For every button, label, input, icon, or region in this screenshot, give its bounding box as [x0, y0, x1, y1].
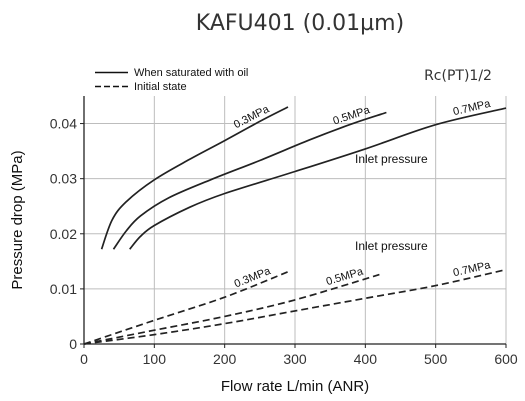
- y-tick-label: 0.01: [50, 281, 77, 297]
- y-tick-label: 0: [69, 336, 77, 352]
- x-axis-title: Flow rate L/min (ANR): [221, 378, 369, 395]
- x-tick-label: 200: [213, 351, 237, 367]
- inlet-pressure-label-initial: Inlet pressure: [355, 239, 428, 253]
- series-line-saturated-05mpa: [112, 111, 387, 250]
- legend: When saturated with oil Initial state: [95, 67, 248, 93]
- tick-labels: 0 100 200 300 400 500 600 0 0.01 0.02 0.03 0.04: [50, 116, 518, 367]
- series-line-initial-07mpa: [83, 268, 507, 345]
- legend-saturated-label: When saturated with oil: [134, 67, 248, 79]
- series-lines: [83, 106, 507, 345]
- x-tick-label: 500: [424, 351, 448, 367]
- y-tick-label: 0.04: [50, 116, 77, 132]
- series-line-initial-05mpa: [83, 273, 380, 345]
- x-tick-label: 400: [354, 351, 378, 367]
- curve-label-saturated-03mpa: 0.3MPa: [232, 103, 272, 131]
- x-tick-label: 100: [143, 351, 167, 367]
- x-tick-label: 600: [494, 351, 518, 367]
- curve-label-initial-07mpa: 0.7MPa: [452, 259, 492, 279]
- inlet-pressure-label-saturated: Inlet pressure: [355, 152, 428, 166]
- series-line-saturated-03mpa: [100, 106, 289, 250]
- legend-initial-label: Initial state: [134, 81, 187, 93]
- x-tick-label: 300: [283, 351, 307, 367]
- chart-title: KAFU401 (0.01µm): [196, 11, 404, 36]
- series-line-initial-03mpa: [83, 271, 289, 345]
- series-line-saturated-07mpa: [129, 107, 507, 250]
- grid: [84, 96, 507, 344]
- y-tick-label: 0.02: [50, 226, 77, 242]
- y-tick-label: 0.03: [50, 171, 77, 187]
- port-size-note: Rc(PT)1/2: [424, 68, 492, 84]
- y-axis-title: Pressure drop (MPa): [9, 150, 26, 289]
- axes: [80, 96, 507, 348]
- x-tick-label: 0: [80, 351, 88, 367]
